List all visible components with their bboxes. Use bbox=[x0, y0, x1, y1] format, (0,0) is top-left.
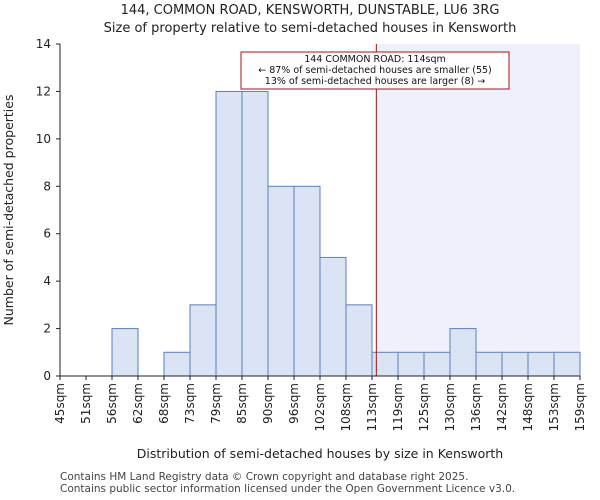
x-tick-label: 153sqm bbox=[547, 383, 561, 431]
y-tick-label: 6 bbox=[43, 227, 51, 241]
x-tick-label: 119sqm bbox=[391, 383, 405, 431]
bar bbox=[163, 351, 191, 377]
bar bbox=[449, 328, 477, 377]
bar bbox=[527, 351, 555, 377]
x-tick-label: 79sqm bbox=[209, 383, 223, 424]
x-tick-label: 130sqm bbox=[443, 383, 457, 431]
bar bbox=[397, 351, 425, 377]
x-axis-label: Distribution of semi-detached houses by … bbox=[137, 446, 503, 461]
x-tick-label: 159sqm bbox=[573, 383, 587, 431]
y-tick-label: 4 bbox=[43, 274, 51, 288]
x-tick-label: 73sqm bbox=[183, 383, 197, 424]
y-tick-label: 8 bbox=[43, 179, 51, 193]
y-tick-label: 10 bbox=[36, 132, 51, 146]
bar bbox=[319, 256, 347, 377]
bar bbox=[345, 304, 373, 377]
x-tick-label: 142sqm bbox=[495, 383, 509, 431]
y-tick-label: 2 bbox=[43, 322, 51, 336]
footer-line-2: Contains public sector information licen… bbox=[60, 483, 515, 495]
x-tick-label: 102sqm bbox=[313, 383, 327, 431]
bar bbox=[475, 351, 503, 377]
bar bbox=[553, 351, 581, 377]
bar bbox=[111, 328, 139, 377]
annotation-line-3: 13% of semi-detached houses are larger (… bbox=[265, 76, 485, 87]
x-tick-label: 62sqm bbox=[131, 383, 145, 424]
x-tick-label: 90sqm bbox=[261, 383, 275, 424]
chart-subtitle: Size of property relative to semi-detach… bbox=[104, 21, 517, 36]
x-tick-label: 125sqm bbox=[417, 383, 431, 431]
x-tick-label: 85sqm bbox=[235, 383, 249, 424]
bar bbox=[293, 185, 321, 377]
y-tick-label: 0 bbox=[43, 369, 51, 383]
bar bbox=[241, 90, 269, 377]
larger-region bbox=[376, 44, 580, 376]
x-tick-label: 96sqm bbox=[287, 383, 301, 424]
y-tick-label: 14 bbox=[36, 37, 51, 51]
bar bbox=[215, 90, 243, 377]
x-tick-label: 136sqm bbox=[469, 383, 483, 431]
annotation-box bbox=[240, 51, 510, 90]
x-tick-label: 68sqm bbox=[157, 383, 171, 424]
annotation-line-1: 144 COMMON ROAD: 114sqm bbox=[304, 54, 446, 65]
y-axis-label: Number of semi-detached properties bbox=[1, 95, 16, 326]
annotation-line-2: ← 87% of semi-detached houses are smalle… bbox=[258, 65, 492, 76]
bar bbox=[267, 185, 295, 377]
x-tick-label: 108sqm bbox=[339, 383, 353, 431]
x-tick-label: 113sqm bbox=[365, 383, 379, 431]
bar bbox=[501, 351, 529, 377]
bar bbox=[423, 351, 451, 377]
bar bbox=[189, 304, 217, 377]
x-tick-label: 148sqm bbox=[521, 383, 535, 431]
y-tick-label: 12 bbox=[36, 84, 51, 98]
footer-line-1: Contains HM Land Registry data © Crown c… bbox=[60, 471, 468, 483]
x-tick-label: 56sqm bbox=[105, 383, 119, 424]
x-tick-label: 45sqm bbox=[53, 383, 67, 424]
x-tick-label: 51sqm bbox=[79, 383, 93, 424]
chart-title: 144, COMMON ROAD, KENSWORTH, DUNSTABLE, … bbox=[121, 3, 500, 18]
